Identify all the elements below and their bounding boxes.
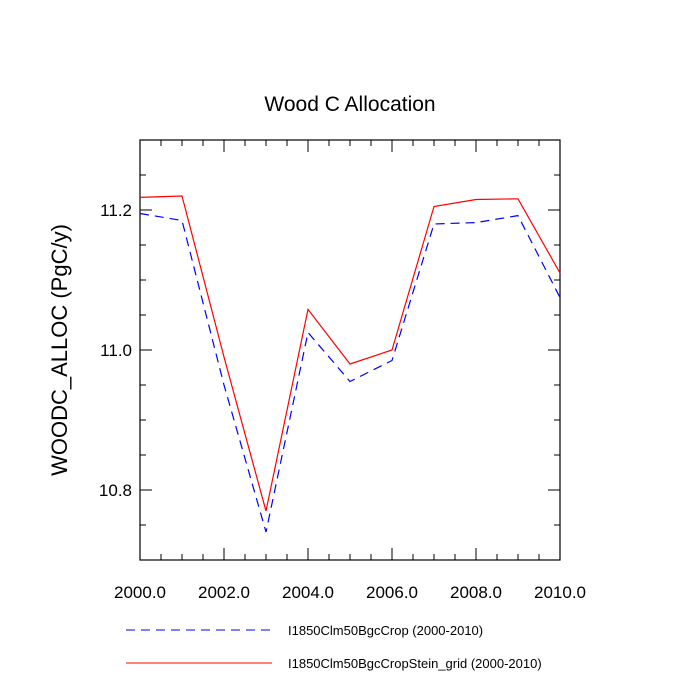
x-tick-label: 2006.0 — [366, 583, 418, 602]
x-tick-label: 2000.0 — [114, 583, 166, 602]
y-tick-label: 10.8 — [99, 481, 132, 500]
series-line-1 — [139, 212, 561, 533]
legend-label-2: I1850Clm50BgcCropStein_grid (2000-2010) — [288, 656, 542, 671]
y-tick-label: 11.2 — [100, 201, 132, 220]
y-axis-label: WOODC_ALLOC (PgC/y) — [47, 224, 72, 476]
x-tick-label: 2004.0 — [282, 583, 334, 602]
x-tick-label: 2008.0 — [450, 583, 502, 602]
legend-label-1: I1850Clm50BgcCrop (2000-2010) — [288, 623, 483, 638]
chart-title: Wood C Allocation — [264, 93, 435, 116]
y-tick-label: 11.0 — [100, 341, 132, 360]
x-tick-label: 2010.0 — [534, 583, 586, 602]
series-line-2 — [139, 195, 561, 512]
x-tick-label: 2002.0 — [198, 583, 250, 602]
plot-area-frame — [139, 139, 561, 561]
